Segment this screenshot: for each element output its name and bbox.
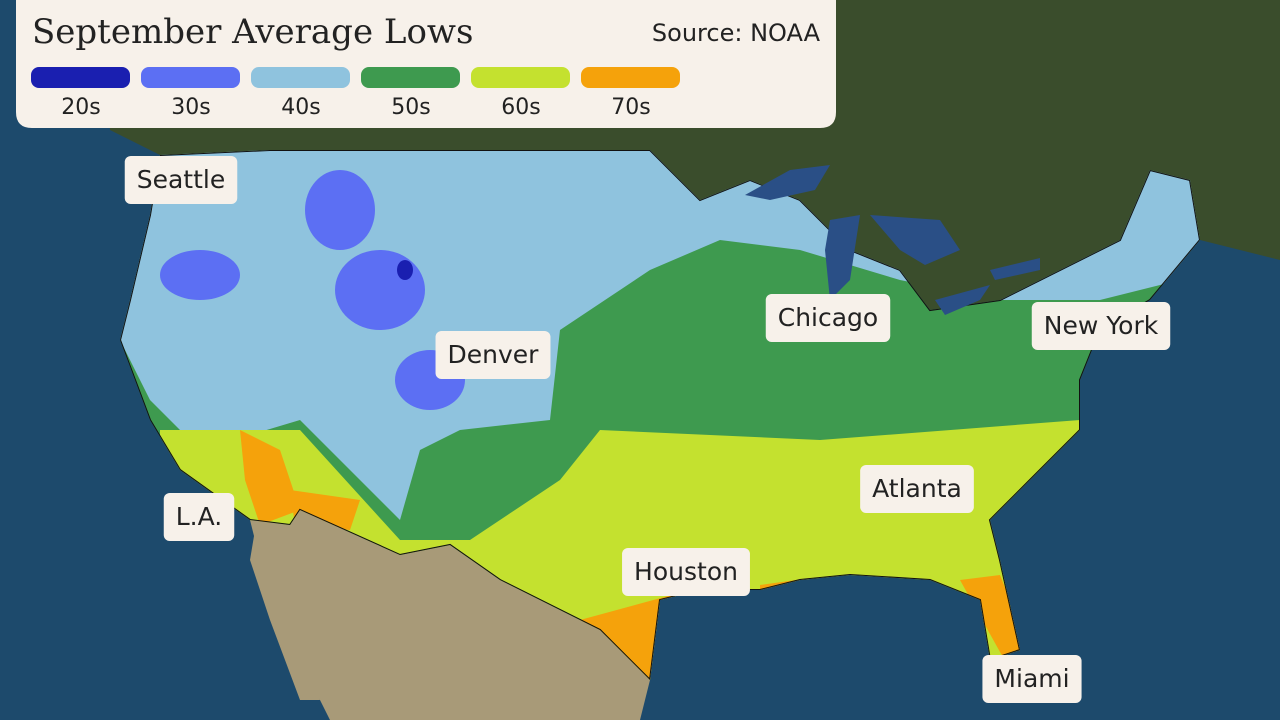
legend-swatch (141, 67, 240, 88)
city-label-box (163, 493, 235, 541)
legend-label: 50s (391, 95, 430, 120)
city-label-box (765, 294, 891, 342)
baja (250, 530, 320, 700)
city-label-box (982, 655, 1082, 703)
city-name: L.A. (176, 502, 222, 531)
lake (990, 258, 1040, 280)
city-label: Miami (982, 655, 1082, 703)
map-title: September Average Lows (32, 12, 473, 52)
city-name: Chicago (778, 303, 878, 332)
city-name: Denver (448, 340, 540, 369)
city-label-box (1031, 302, 1171, 350)
legend-swatch (361, 67, 460, 88)
city-label: Denver (435, 331, 551, 379)
legend-label: 40s (281, 95, 320, 120)
legend-label: 20s (61, 95, 100, 120)
map-region (160, 250, 240, 300)
city-name: Atlanta (872, 474, 962, 503)
lake (935, 285, 990, 315)
legend-label: 60s (501, 95, 540, 120)
mexico (250, 510, 650, 720)
map-region (335, 250, 425, 330)
map-region (240, 430, 300, 525)
legend-swatch (31, 67, 130, 88)
city-label: New York (1031, 302, 1171, 350)
city-labels: Seattle Denver Chicago New York L.A. Houston A… (124, 156, 1171, 703)
city-label-box (860, 465, 974, 513)
lake (745, 165, 830, 200)
legend: 20s 30s 40s 50s 60s 70s (31, 67, 680, 120)
city-label-box (435, 331, 551, 379)
city-label: Seattle (124, 156, 238, 204)
legend-swatch (581, 67, 680, 88)
city-label: Atlanta (860, 465, 974, 513)
source: Source: NOAA (652, 19, 821, 47)
legend-label: 30s (171, 95, 210, 120)
city-name: New York (1044, 311, 1159, 340)
city-name: Houston (634, 557, 738, 586)
city-label: L.A. (163, 493, 235, 541)
legend-panel (16, 0, 836, 128)
lake (870, 215, 960, 265)
great-lakes (745, 165, 1040, 315)
city-name: Seattle (137, 165, 226, 194)
legend-swatch (471, 67, 570, 88)
lake (825, 215, 860, 300)
city-label: Chicago (765, 294, 891, 342)
city-name: Miami (994, 664, 1069, 693)
map-region (397, 260, 413, 280)
legend-label: 70s (611, 95, 650, 120)
city-label-box (124, 156, 238, 204)
city-label: Houston (622, 548, 750, 596)
legend-swatch (251, 67, 350, 88)
city-label-box (622, 548, 750, 596)
map-region (305, 170, 375, 250)
